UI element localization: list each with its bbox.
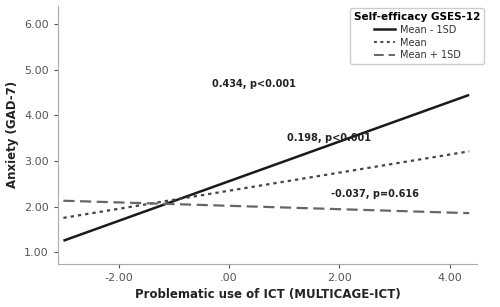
Mean + 1SD (300, 206, 306, 210)
Mean (302, 177, 308, 180)
Text: 0.434, p<0.001: 0.434, p<0.001 (212, 79, 296, 89)
Mean (62, 216, 68, 220)
Mean (309, 175, 315, 179)
Mean - 1SD (302, 152, 308, 156)
Mean - 1SD (60, 239, 66, 243)
Mean + 1SD (402, 209, 408, 213)
Mean (428, 156, 434, 159)
Mean - 1SD (402, 116, 408, 120)
Mean + 1SD (302, 206, 308, 210)
Mean - 1SD (62, 239, 68, 242)
X-axis label: Problematic use of ICT (MULTICAGE-ICT): Problematic use of ICT (MULTICAGE-ICT) (135, 289, 400, 301)
Mean + 1SD (428, 210, 434, 214)
Line: Mean + 1SD: Mean + 1SD (64, 201, 469, 213)
Mean - 1SD (428, 107, 434, 111)
Mean (402, 160, 408, 164)
Mean (60, 216, 66, 220)
Mean + 1SD (309, 207, 315, 210)
Mean - 1SD (300, 153, 306, 156)
Mean + 1SD (466, 211, 472, 215)
Text: -0.037, p=0.616: -0.037, p=0.616 (331, 189, 419, 199)
Mean + 1SD (62, 199, 68, 203)
Line: Mean: Mean (64, 151, 469, 218)
Y-axis label: Anxiety (GAD-7): Anxiety (GAD-7) (6, 81, 18, 188)
Mean (466, 150, 472, 153)
Legend: Mean - 1SD, Mean, Mean + 1SD: Mean - 1SD, Mean, Mean + 1SD (350, 8, 484, 64)
Mean - 1SD (466, 93, 472, 97)
Mean (300, 177, 306, 180)
Text: 0.198, p<0.001: 0.198, p<0.001 (287, 133, 371, 143)
Mean - 1SD (309, 150, 315, 153)
Line: Mean - 1SD: Mean - 1SD (64, 95, 469, 241)
Mean + 1SD (60, 199, 66, 203)
